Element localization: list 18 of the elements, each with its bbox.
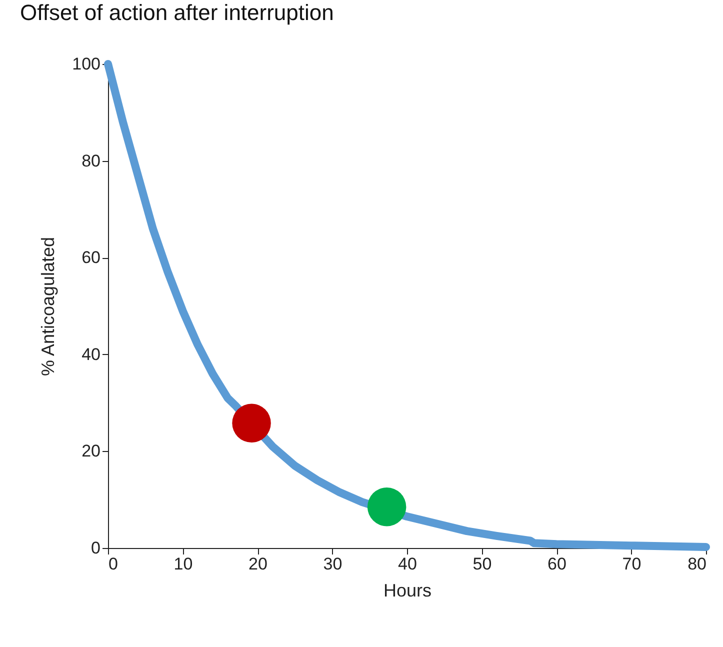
y-tick-label: 100: [72, 54, 100, 74]
y-tick-label: 40: [82, 344, 100, 364]
chart-title: Offset of action after interruption: [20, 0, 334, 25]
y-tick-label: 0: [91, 538, 100, 558]
y-axis-title: % Anticoagulated: [38, 236, 58, 376]
y-tick-label: 80: [82, 151, 100, 170]
y-tick-label: 60: [82, 248, 100, 268]
x-tick-label: 70: [622, 554, 642, 574]
x-axis-title: Hours: [383, 580, 432, 600]
x-tick-label: 0: [108, 554, 118, 574]
x-tick-label: 10: [174, 554, 193, 574]
x-tick-label: 80: [688, 554, 706, 574]
x-tick-label: 50: [472, 554, 492, 574]
x-tick-label: 30: [323, 554, 342, 574]
y-tick-label: 20: [82, 442, 100, 461]
x-tick-label: 40: [398, 554, 417, 574]
x-tick-label: 60: [548, 554, 566, 574]
x-tick-label: 20: [248, 554, 268, 574]
